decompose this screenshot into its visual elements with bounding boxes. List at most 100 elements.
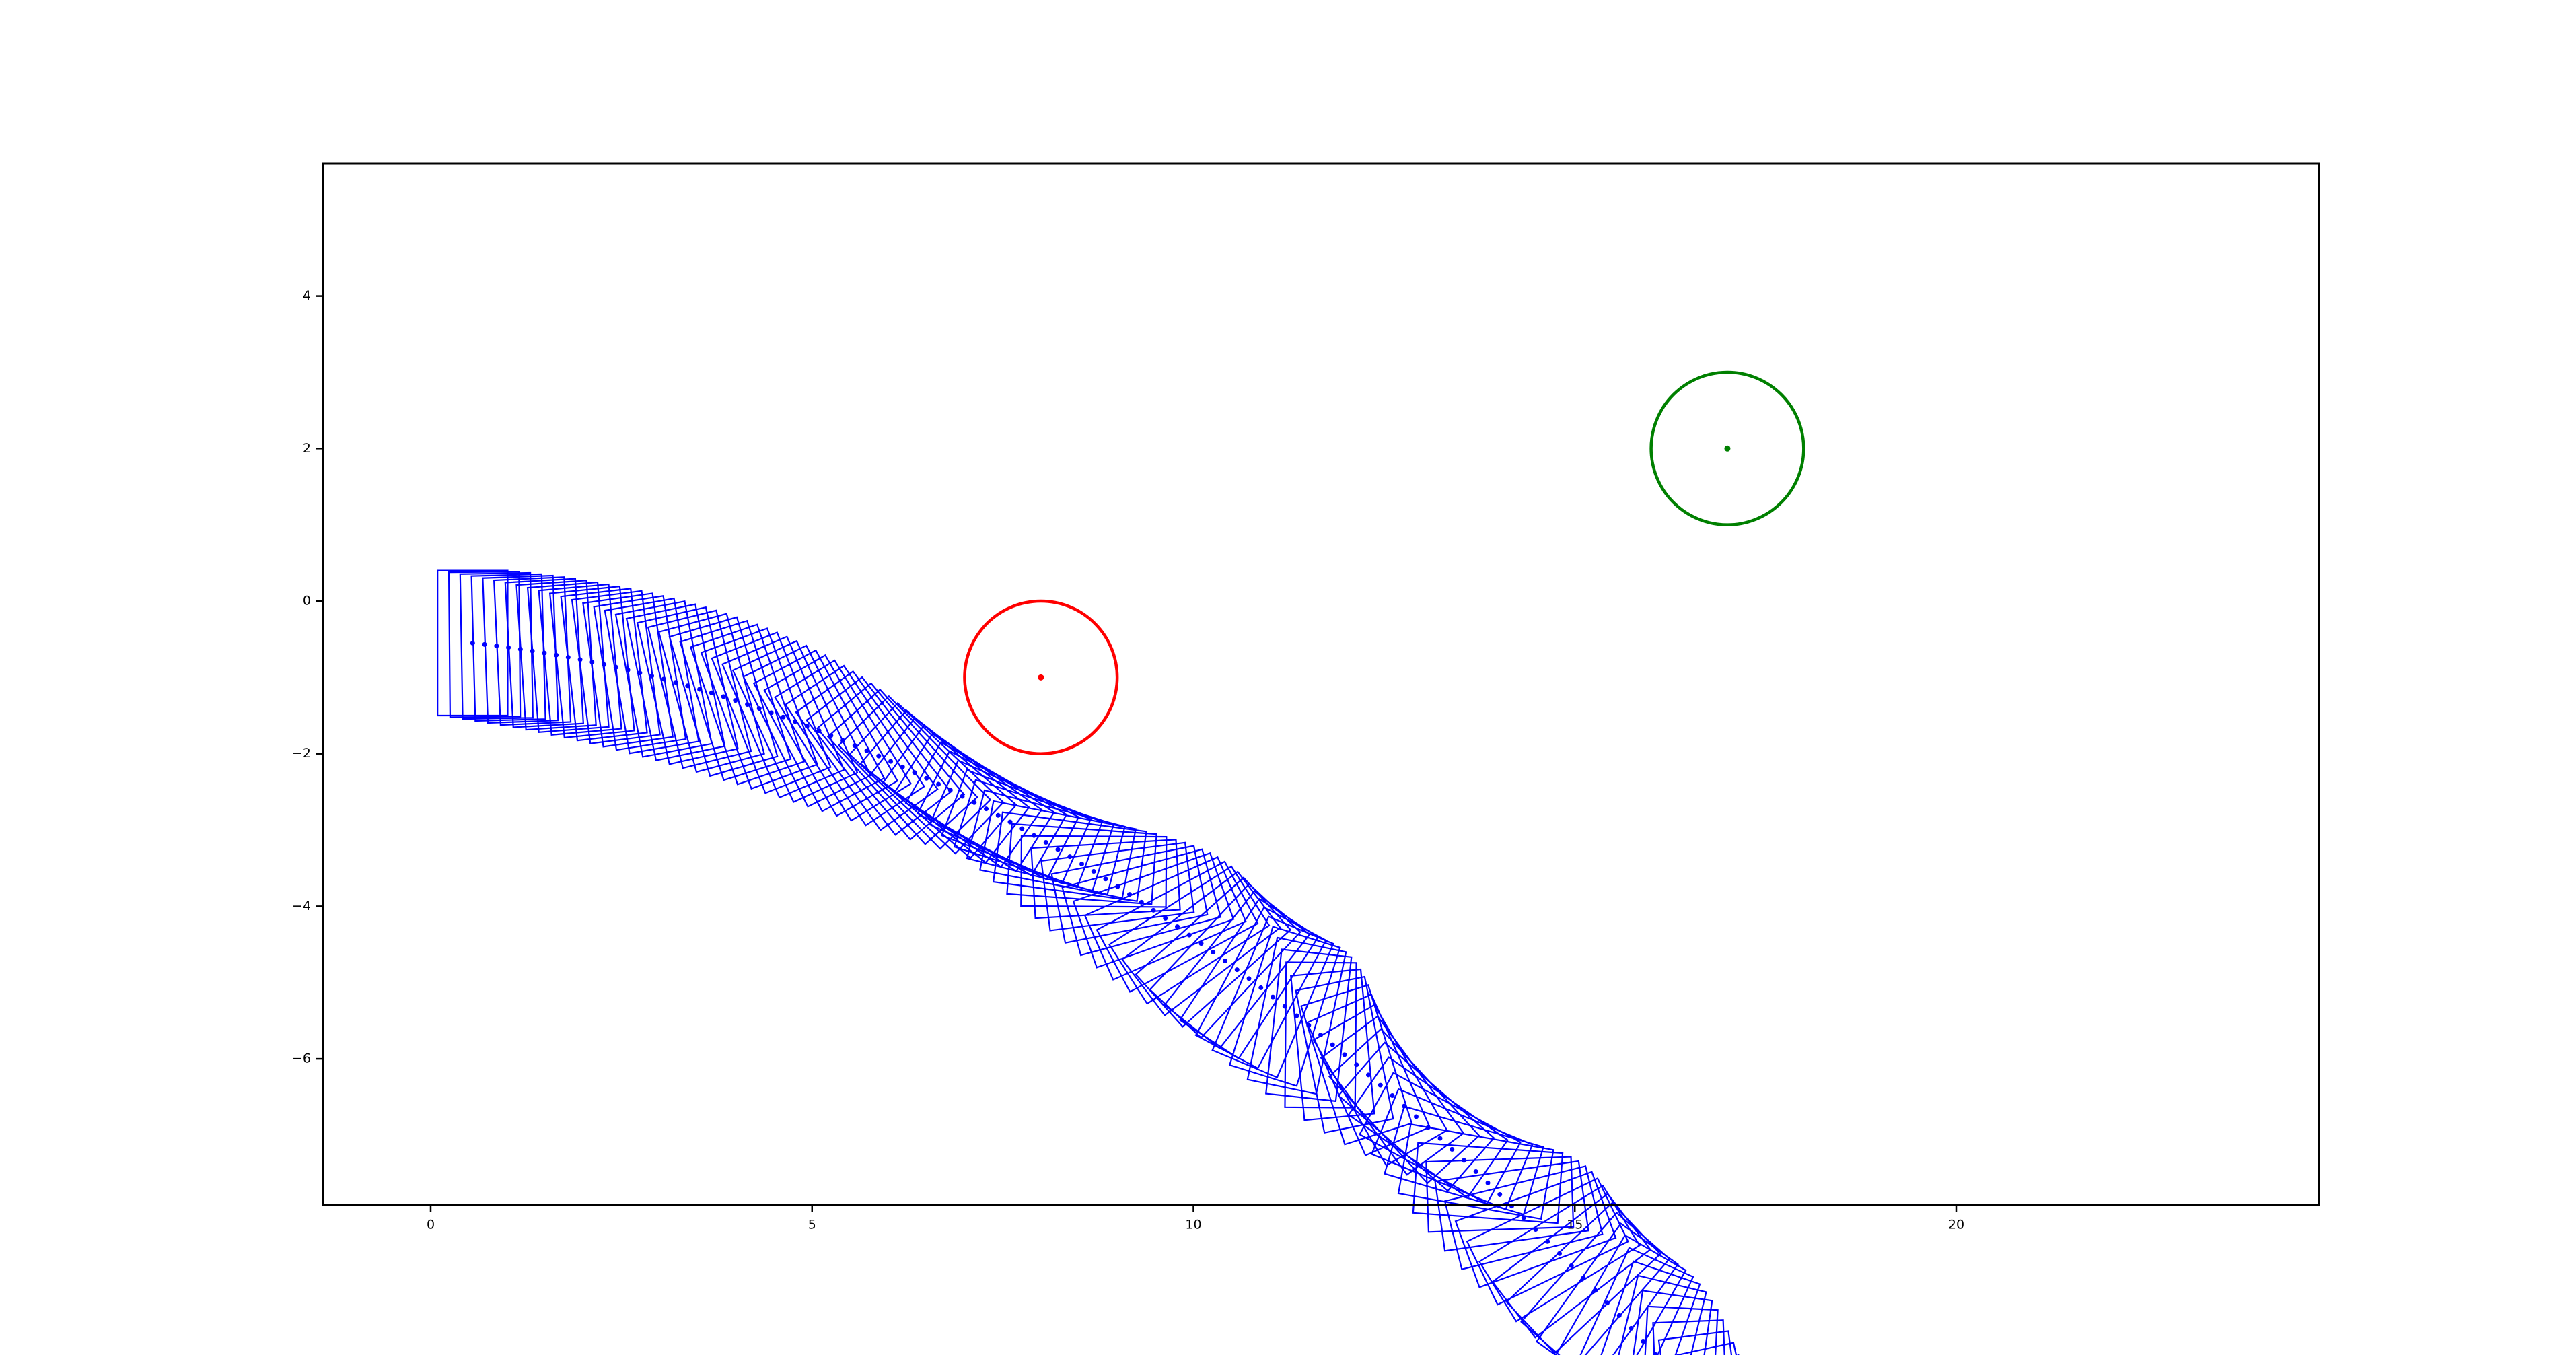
centre-of-mass-dot [900, 764, 905, 769]
centre-of-mass-dot [482, 641, 487, 647]
centre-of-mass-dot [804, 724, 810, 729]
centre-of-mass-dot [542, 650, 547, 656]
body-outline-frame [754, 650, 884, 811]
body-outline-frame [1385, 1107, 1544, 1214]
y-tick-label: −2 [292, 746, 311, 761]
obstacle-circle-green[interactable] [1649, 370, 1805, 526]
centre-of-mass-dot [1318, 1033, 1324, 1038]
centre-of-mass-dot [1533, 1227, 1538, 1232]
centre-of-mass-dot [1032, 833, 1037, 838]
centre-of-mass-dot [1581, 1276, 1586, 1281]
body-outline-frame [701, 629, 817, 789]
body-outline-frame [1229, 927, 1340, 1086]
centre-of-mass-dot [1652, 1352, 1657, 1355]
body-outline-frame [1426, 1157, 1573, 1232]
body-outline-frame [1640, 1307, 1717, 1355]
body-outline-frame [980, 801, 1135, 898]
body-outline-frame [785, 666, 924, 825]
body-outline-frame [460, 573, 533, 719]
centre-of-mass-dot [602, 662, 607, 667]
centre-of-mass-dot [530, 648, 535, 654]
centre-of-mass-dot [745, 702, 750, 707]
body-outline-frame [1213, 917, 1334, 1078]
centre-of-mass-dot [1067, 854, 1073, 860]
body-outline-frame [775, 660, 911, 821]
x-tick-label: 15 [1567, 1218, 1583, 1232]
x-tick-label: 5 [808, 1218, 816, 1232]
obstacle-layer [963, 370, 1805, 755]
centre-of-mass-dot [637, 670, 643, 676]
body-outline-frame [1467, 1179, 1628, 1305]
y-axis-ticks: 4 2 0 −2 −4 −6 [292, 288, 323, 1066]
centre-of-mass-dot [577, 657, 583, 662]
centre-of-mass-dot [649, 673, 655, 679]
body-outline-frame [1479, 1185, 1639, 1321]
body-outline-frame [712, 633, 830, 794]
centre-of-mass-dot [947, 788, 953, 793]
body-outline-frame [1493, 1193, 1650, 1337]
centre-of-mass-dot [685, 683, 690, 689]
x-tick-label: 10 [1185, 1218, 1201, 1232]
centre-of-mass-dot [1151, 907, 1156, 913]
centre-of-mass-dot [1342, 1052, 1347, 1057]
centre-of-mass-dot [888, 759, 894, 764]
centre-of-mass-dot [1366, 1072, 1371, 1078]
body-outline-frame [616, 601, 712, 757]
centre-of-mass-dot [613, 664, 618, 670]
body-outline-frame [516, 580, 596, 730]
body-outline-frame [505, 579, 583, 728]
centre-of-mass-dot [625, 667, 631, 672]
x-axis-ticks: 0 5 10 15 20 [427, 1205, 1964, 1232]
body-outline-frame [1604, 1276, 1707, 1355]
centre-of-mass-dot [876, 753, 882, 759]
centre-of-mass-dot [1390, 1093, 1395, 1099]
centre-of-mass-dot [781, 714, 786, 720]
body-outline-frame [722, 637, 844, 798]
centre-of-mass-dot [1271, 994, 1276, 1000]
body-outline-frame [733, 641, 857, 802]
centre-of-mass-dot [840, 738, 846, 743]
centre-of-mass-dot [661, 676, 666, 682]
body-outline-frame [1586, 1261, 1700, 1355]
body-outline-frame [967, 790, 1125, 895]
body-outline-frame [764, 655, 898, 816]
centre-of-mass-dot [1079, 862, 1085, 867]
body-outline-frame [482, 576, 558, 723]
body-outline-frame [1301, 985, 1412, 1144]
centre-of-mass-dot [768, 710, 774, 716]
centre-of-mass-dot [517, 646, 523, 652]
body-outline-frame [1285, 962, 1356, 1107]
centre-of-mass-dot [984, 806, 989, 812]
body-outline-frame [472, 574, 546, 721]
centre-of-mass-dot [1139, 899, 1144, 905]
centre-of-mass-dot [1115, 884, 1120, 889]
x-tick-label: 0 [427, 1218, 435, 1232]
body-outline-frame [1413, 1143, 1563, 1223]
body-outline-frame [583, 593, 672, 746]
centre-of-mass-dot [554, 652, 559, 658]
body-outline-frame [1041, 843, 1194, 931]
obstacle-circle-red[interactable] [963, 599, 1119, 755]
centre-of-mass-dot [1091, 869, 1096, 874]
centre-of-mass-dot [506, 645, 511, 650]
centre-of-mass-dot [733, 698, 738, 703]
centre-of-mass-dot [1163, 915, 1168, 921]
y-tick-label: 0 [303, 594, 311, 609]
body-outline-frame [1398, 1124, 1553, 1219]
centre-of-mass-dot [1473, 1169, 1478, 1175]
body-outline-frame [807, 677, 951, 835]
body-outline-frame [572, 591, 660, 744]
centre-of-mass-dot [1282, 1004, 1287, 1009]
centre-of-mass-dot [864, 748, 869, 753]
centre-of-mass-dot [1306, 1022, 1312, 1028]
centre-of-mass-dot [936, 781, 941, 787]
centre-of-mass-dot [1294, 1013, 1299, 1018]
body-outline-frame [1552, 1235, 1686, 1355]
centre-of-mass-dot [816, 728, 822, 734]
centre-of-mass-dot [565, 654, 571, 660]
body-outline-frame [1052, 846, 1208, 943]
centre-of-mass-dot [793, 719, 798, 724]
centre-of-mass-dot [1604, 1300, 1610, 1306]
